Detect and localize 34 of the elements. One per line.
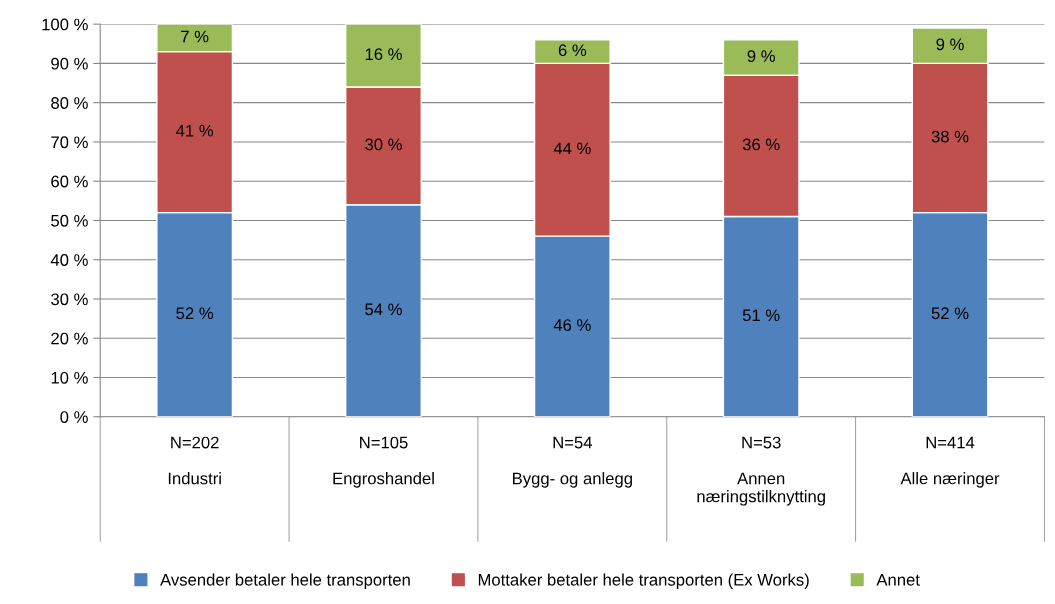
y-tick-label: 40 % [50, 254, 88, 266]
legend-label: Avsender betaler hele transporten [160, 573, 410, 589]
y-tick-label: 20 % [51, 332, 88, 345]
data-label: 16 % [365, 48, 402, 61]
data-label: 7 % [181, 30, 209, 43]
data-label: 6 % [558, 44, 587, 57]
y-tick-label: 60 % [51, 175, 88, 188]
y-tick-label: 70 % [51, 136, 88, 149]
y-tick-label: 0 % [60, 411, 88, 423]
y-tick-label: 80 % [51, 97, 88, 109]
data-label: 52 % [176, 307, 214, 320]
data-label: 36 % [742, 138, 780, 151]
y-tick-label: 50 % [51, 214, 88, 227]
data-label: 52 % [931, 307, 969, 320]
data-label: 46 % [553, 319, 591, 331]
data-label: 51 % [742, 309, 780, 322]
y-tick-label: 30 % [51, 293, 88, 306]
data-label: 30 % [365, 138, 402, 151]
data-label: 9 % [747, 50, 775, 62]
category-label: N=54 Bygg- og anlegg [513, 436, 632, 488]
legend-label: Annet [876, 574, 920, 586]
category-label: N=53 Annen næringstilknytting [697, 436, 825, 506]
data-label: 9 % [936, 38, 964, 51]
data-label: 44 % [553, 142, 591, 155]
y-tick-label: 90 % [51, 57, 88, 70]
data-label: 54 % [365, 303, 402, 316]
category-label: N=414 Alle næringer [900, 436, 1000, 488]
y-tick-label: 100 % [42, 18, 88, 31]
data-label: 41 % [176, 124, 214, 137]
category-label: N=202 Industri [168, 436, 221, 485]
data-label: 38 % [931, 130, 969, 143]
category-label: N=105 Engroshandel [333, 436, 434, 488]
legend-label: Mottaker betaler hele transporten (Ex Works) [478, 573, 809, 589]
y-tick-label: 10 % [51, 371, 88, 384]
